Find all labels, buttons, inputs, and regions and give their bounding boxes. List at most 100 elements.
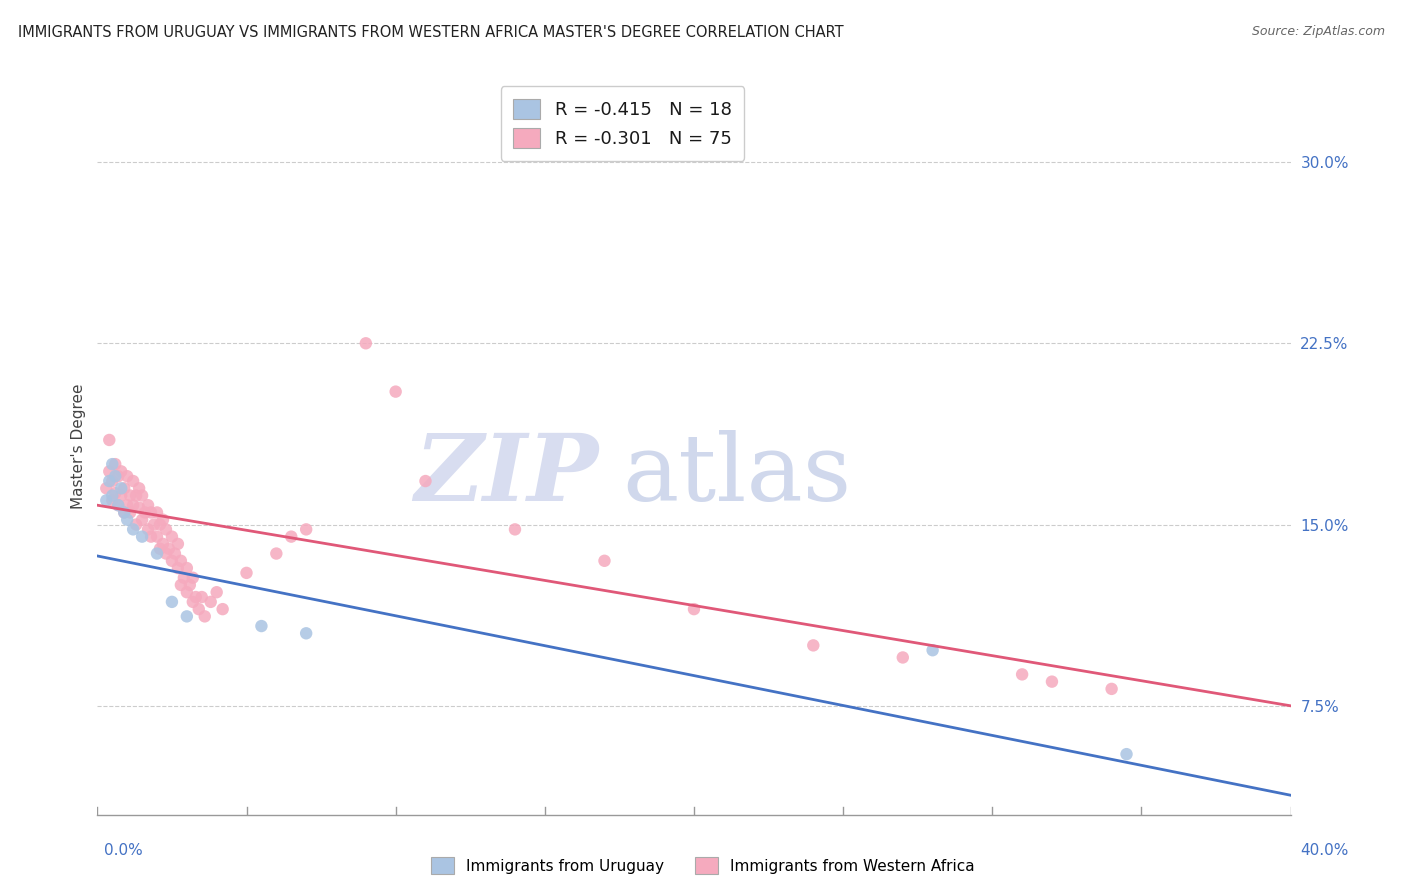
Point — [112, 506, 135, 520]
Y-axis label: Master's Degree: Master's Degree — [72, 384, 86, 508]
Point — [157, 541, 180, 556]
Point — [115, 513, 138, 527]
Point — [155, 522, 177, 536]
Point — [122, 498, 145, 512]
Point — [235, 566, 257, 580]
Point — [295, 522, 318, 536]
Legend: R = -0.415   N = 18, R = -0.301   N = 75: R = -0.415 N = 18, R = -0.301 N = 75 — [501, 87, 744, 161]
Text: atlas: atlas — [623, 431, 852, 521]
Point — [1115, 747, 1137, 761]
Point — [176, 585, 198, 599]
Point — [107, 498, 129, 512]
Point — [503, 522, 526, 536]
Point — [152, 537, 174, 551]
Point — [107, 498, 129, 512]
Point — [187, 602, 209, 616]
Point — [173, 571, 195, 585]
Point — [139, 506, 162, 520]
Point — [181, 595, 204, 609]
Point — [190, 590, 212, 604]
Point — [354, 336, 377, 351]
Point — [149, 541, 172, 556]
Point — [131, 489, 153, 503]
Point — [96, 493, 118, 508]
Point — [1011, 667, 1033, 681]
Point — [125, 517, 148, 532]
Point — [120, 506, 142, 520]
Point — [593, 554, 616, 568]
Point — [120, 489, 142, 503]
Point — [801, 639, 824, 653]
Point — [205, 585, 228, 599]
Point — [104, 457, 127, 471]
Point — [250, 619, 273, 633]
Point — [96, 481, 118, 495]
Point — [122, 522, 145, 536]
Point — [149, 517, 172, 532]
Point — [295, 626, 318, 640]
Point — [1040, 674, 1063, 689]
Point — [184, 590, 207, 604]
Text: ZIP: ZIP — [415, 431, 599, 521]
Legend: Immigrants from Uruguay, Immigrants from Western Africa: Immigrants from Uruguay, Immigrants from… — [425, 851, 981, 880]
Text: Source: ZipAtlas.com: Source: ZipAtlas.com — [1251, 25, 1385, 38]
Point — [112, 506, 135, 520]
Point — [143, 517, 166, 532]
Point — [1101, 681, 1123, 696]
Point — [384, 384, 406, 399]
Point — [181, 571, 204, 585]
Point — [98, 433, 121, 447]
Point — [179, 578, 201, 592]
Point — [98, 464, 121, 478]
Point — [115, 498, 138, 512]
Point — [104, 469, 127, 483]
Point — [98, 474, 121, 488]
Point — [101, 457, 124, 471]
Point — [146, 506, 169, 520]
Point — [160, 530, 183, 544]
Point — [122, 474, 145, 488]
Point — [107, 469, 129, 483]
Point — [211, 602, 233, 616]
Point — [115, 469, 138, 483]
Point — [146, 547, 169, 561]
Point — [160, 595, 183, 609]
Point — [139, 530, 162, 544]
Point — [176, 561, 198, 575]
Point — [134, 506, 156, 520]
Point — [167, 561, 190, 575]
Point — [200, 595, 222, 609]
Point — [104, 486, 127, 500]
Point — [155, 547, 177, 561]
Text: 0.0%: 0.0% — [104, 843, 143, 857]
Point — [170, 554, 193, 568]
Point — [163, 547, 186, 561]
Point — [176, 609, 198, 624]
Point — [101, 474, 124, 488]
Point — [110, 481, 132, 495]
Point — [152, 513, 174, 527]
Point — [101, 493, 124, 508]
Point — [110, 489, 132, 503]
Point — [921, 643, 943, 657]
Text: IMMIGRANTS FROM URUGUAY VS IMMIGRANTS FROM WESTERN AFRICA MASTER'S DEGREE CORREL: IMMIGRANTS FROM URUGUAY VS IMMIGRANTS FR… — [18, 25, 844, 40]
Point — [146, 530, 169, 544]
Point — [131, 513, 153, 527]
Point — [128, 481, 150, 495]
Point — [101, 489, 124, 503]
Point — [128, 500, 150, 515]
Point — [415, 474, 437, 488]
Point — [683, 602, 706, 616]
Point — [170, 578, 193, 592]
Point — [266, 547, 288, 561]
Point — [167, 537, 190, 551]
Text: 40.0%: 40.0% — [1301, 843, 1348, 857]
Point — [110, 464, 132, 478]
Point — [136, 498, 159, 512]
Point — [160, 554, 183, 568]
Point — [125, 489, 148, 503]
Point — [131, 530, 153, 544]
Point — [194, 609, 217, 624]
Point — [112, 481, 135, 495]
Point — [891, 650, 914, 665]
